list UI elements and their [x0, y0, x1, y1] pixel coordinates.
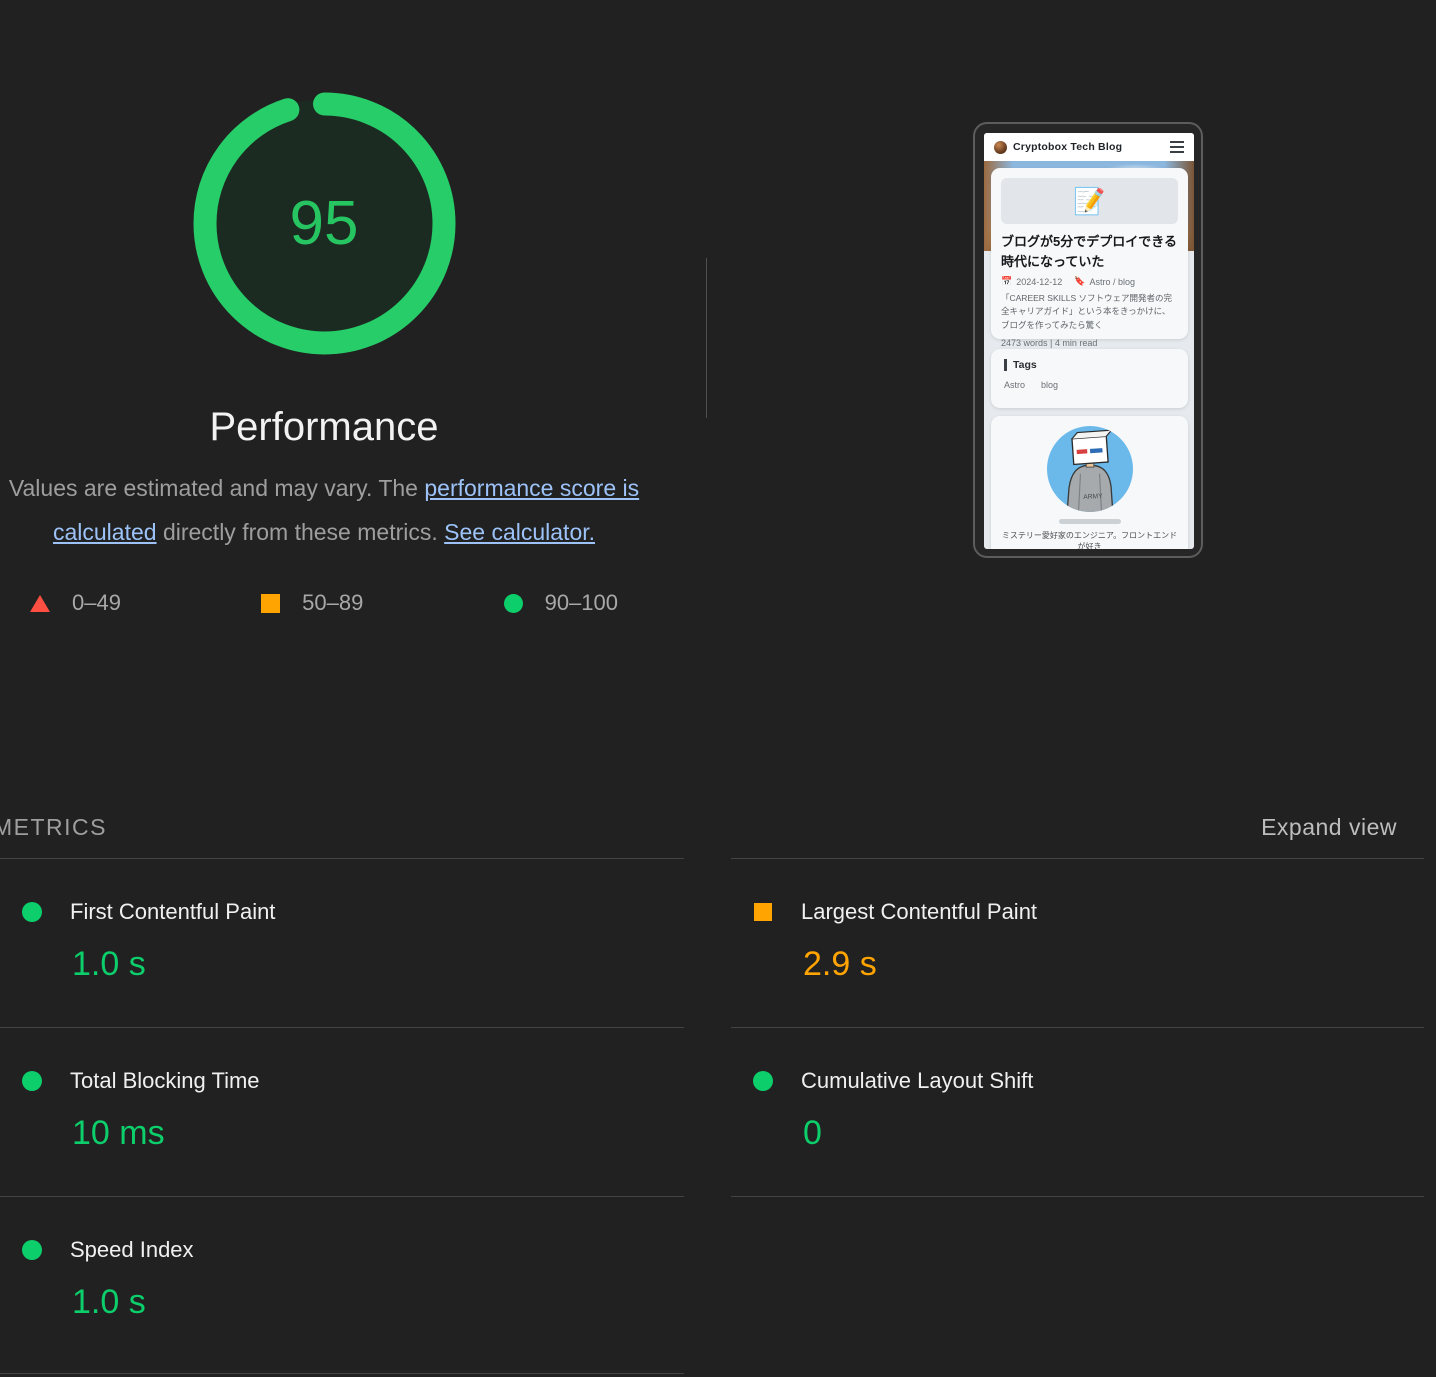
score-value: 95 — [289, 189, 359, 258]
description-text-2: directly from these metrics. — [156, 519, 445, 545]
metric-value: 1.0 s — [72, 1283, 146, 1321]
metric-value: 0 — [803, 1114, 822, 1152]
metrics-heading: METRICS — [0, 814, 107, 840]
score-description: Values are estimated and may vary. The p… — [0, 466, 648, 554]
metric-row-total-blocking-time: Total Blocking Time 10 ms — [0, 1027, 684, 1196]
profile-divider-bar — [1058, 519, 1121, 524]
hoodie-text: ARMY — [1083, 493, 1103, 501]
pass-range-label: 90–100 — [544, 590, 618, 615]
metrics-column-right: Largest Contentful Paint 2.9 s Cumulativ… — [731, 858, 1424, 1374]
pass-circle-icon — [22, 1240, 42, 1260]
legend-item-pass: 90–100 — [503, 590, 618, 616]
average-range-label: 50–89 — [302, 590, 364, 615]
metric-name: Speed Index — [70, 1237, 194, 1262]
avatar-illustration: ARMY — [1046, 426, 1133, 512]
metric-name: Total Blocking Time — [70, 1068, 260, 1093]
profile-caption: ミステリー愛好家のエンジニア。フロントエンドが好き — [1001, 531, 1178, 549]
metric-row-first-contentful-paint: First Contentful Paint 1.0 s — [0, 858, 684, 1027]
screenshot-site-header: Cryptobox Tech Blog — [984, 133, 1194, 161]
tag-item: blog — [1041, 380, 1059, 390]
metric-name: Cumulative Layout Shift — [801, 1068, 1034, 1093]
pass-circle-icon — [503, 593, 523, 613]
metrics-grid: First Contentful Paint 1.0 s Total Block… — [0, 858, 1436, 1374]
post-emoji-icon: 📝 — [1001, 178, 1178, 224]
vertical-divider — [706, 258, 707, 418]
pass-circle-icon — [753, 1071, 773, 1091]
hamburger-menu-icon — [1170, 141, 1184, 153]
post-card: 📝 ブログが5分でデプロイできる時代になっていた 📅 2024-12-12 🔖 … — [991, 168, 1188, 348]
final-screenshot-thumbnail: Cryptobox Tech Blog 📝 ブログが5分でデプロイできる時代にな… — [973, 122, 1203, 558]
average-square-icon — [261, 593, 281, 613]
description-text-1: Values are estimated and may vary. The — [8, 475, 425, 501]
tags-card: Tags Astro blog — [991, 349, 1188, 408]
site-logo-icon — [994, 140, 1007, 154]
legend-item-average: 50–89 — [261, 590, 363, 616]
metrics-header: METRICS Expand view — [0, 772, 1436, 858]
metric-value: 2.9 s — [803, 945, 877, 983]
performance-score-link[interactable]: performance score is calculated — [52, 475, 640, 545]
expand-view-button[interactable]: Expand view — [1261, 814, 1397, 840]
profile-card: ARMY ミステリー愛好家のエンジニア。フロントエンドが好き — [991, 416, 1188, 549]
post-meta: 📅 2024-12-12 🔖 Astro / blog — [1001, 276, 1178, 287]
site-title: Cryptobox Tech Blog — [1013, 141, 1123, 153]
score-gauge[interactable]: 95 — [193, 92, 456, 355]
metrics-divider — [731, 1196, 1424, 1197]
bookmark-icon: 🔖 — [1074, 276, 1086, 287]
post-excerpt: 「CAREER SKILLS ソフトウェア開発者の完全キャリアガイド」という本を… — [1001, 293, 1172, 330]
metric-name: Largest Contentful Paint — [801, 899, 1038, 924]
metrics-column-left: First Contentful Paint 1.0 s Total Block… — [0, 858, 684, 1374]
performance-summary-section: 95 Performance Values are estimated and … — [0, 92, 1203, 616]
score-legend: 0–49 50–89 90–100 — [30, 590, 618, 616]
legend-item-fail: 0–49 — [30, 590, 121, 616]
screenshot-screen: Cryptobox Tech Blog 📝 ブログが5分でデプロイできる時代にな… — [984, 133, 1194, 549]
pass-circle-icon — [22, 902, 42, 922]
post-title: ブログが5分でデプロイできる時代になっていた — [1001, 234, 1177, 270]
performance-title: Performance — [209, 405, 439, 449]
metric-value: 1.0 s — [72, 945, 146, 983]
calendar-icon: 📅 — [1001, 276, 1013, 287]
metric-name: First Contentful Paint — [70, 899, 276, 924]
metric-value: 10 ms — [72, 1114, 165, 1152]
post-date: 2024-12-12 — [1016, 276, 1063, 287]
gauge-arc-icon — [193, 92, 455, 355]
tag-item: Astro — [1004, 380, 1026, 390]
metric-row-speed-index: Speed Index 1.0 s — [0, 1196, 684, 1374]
metric-row-largest-contentful-paint: Largest Contentful Paint 2.9 s — [731, 858, 1424, 1027]
metric-row-cumulative-layout-shift: Cumulative Layout Shift 0 — [731, 1027, 1424, 1196]
post-categories: Astro / blog — [1089, 276, 1136, 287]
post-reading-info: 2473 words | 4 min read — [1001, 337, 1098, 348]
average-square-icon — [754, 903, 772, 921]
fail-triangle-icon — [30, 594, 50, 612]
pass-circle-icon — [22, 1071, 42, 1091]
tags-heading: Tags — [1004, 359, 1175, 371]
fail-range-label: 0–49 — [72, 590, 121, 615]
see-calculator-link[interactable]: See calculator. — [444, 519, 596, 545]
